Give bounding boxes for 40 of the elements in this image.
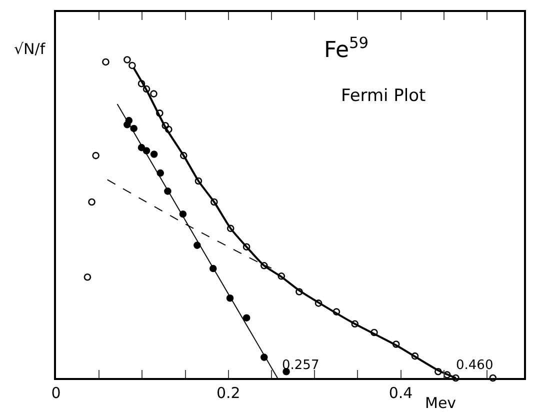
point [194,177,202,185]
annotation: 0.460 [456,358,494,373]
point [92,152,100,160]
point [162,122,170,130]
annotation: Fe$^{59}$ [324,34,369,64]
point [226,224,234,232]
point [102,58,110,66]
point [452,374,460,382]
point [142,85,150,93]
point [260,262,268,270]
point [242,314,250,322]
point [156,110,164,117]
point [278,272,286,280]
point [124,56,131,64]
point [314,300,322,307]
point [150,90,158,98]
x-tick-label: 0.4 [388,384,413,402]
point [411,352,419,360]
point [489,374,497,382]
point [150,150,158,158]
point [296,288,303,296]
x-tick-label: 0.2 [216,384,240,402]
point [242,243,250,251]
point [210,198,218,206]
point [180,152,188,160]
x-tick-label: 0 [51,384,61,402]
annotation: 0.257 [282,358,320,373]
point [88,198,96,206]
point [165,126,172,134]
point [434,368,442,376]
point [392,340,400,348]
annotation: Fermi Plot [341,86,426,106]
point [370,328,378,336]
point [332,308,340,316]
point [138,80,146,88]
point [84,273,92,281]
point [128,62,136,70]
y-axis-title: √N/f [14,40,46,58]
point [351,320,359,328]
x-axis-title: Mev [425,394,456,412]
